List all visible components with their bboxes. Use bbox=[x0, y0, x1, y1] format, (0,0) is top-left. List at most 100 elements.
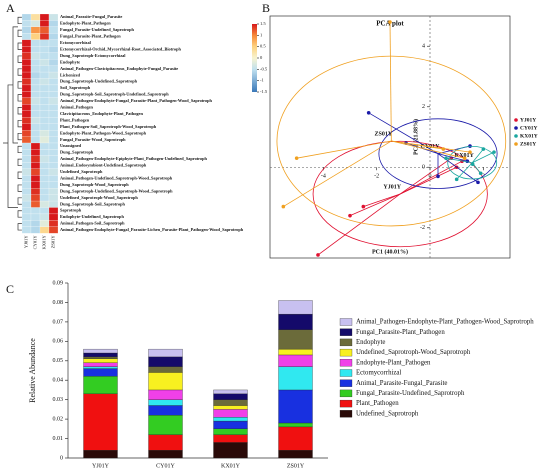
legend-swatch bbox=[339, 410, 353, 418]
heatmap-cell bbox=[21, 59, 32, 66]
heatmap-cell bbox=[21, 26, 32, 34]
heatmap-cell bbox=[39, 39, 50, 47]
y-tick-label: 0.06 bbox=[53, 339, 64, 345]
bar-segment bbox=[148, 405, 183, 416]
x-tick-label: CY01Y bbox=[156, 463, 175, 469]
dendrogram bbox=[17, 29, 22, 37]
heatmap-cell bbox=[39, 65, 50, 73]
heatmap-cell bbox=[21, 117, 32, 124]
bar-segment bbox=[83, 450, 118, 459]
heatmap-cell bbox=[21, 65, 32, 73]
spider-line bbox=[471, 148, 484, 163]
spider-line bbox=[437, 153, 468, 162]
row-label: Dung_Saprotroph-Undefined_Saprotroph bbox=[60, 79, 138, 84]
heatmap-cell bbox=[48, 71, 59, 79]
dendrogram bbox=[17, 42, 22, 50]
bar-segment bbox=[213, 399, 248, 406]
row-label: Animal_Pathogen bbox=[60, 105, 94, 110]
spider-line bbox=[400, 160, 463, 195]
point bbox=[476, 180, 480, 185]
y-tick-label: 0.01 bbox=[53, 436, 64, 442]
legend-swatch bbox=[339, 379, 353, 387]
heatmap-cell bbox=[39, 194, 50, 202]
heatmap-cell bbox=[30, 188, 41, 195]
point bbox=[361, 204, 366, 209]
bar-segment bbox=[213, 434, 248, 443]
row-label: Lichenized bbox=[60, 72, 81, 77]
spider-line bbox=[349, 193, 401, 217]
heatmap-cell bbox=[21, 155, 32, 163]
heatmap-cell bbox=[39, 200, 50, 208]
heatmap-cell bbox=[48, 123, 59, 131]
row-label: Endophyte-Plant_Pathogen-Wood_Saprotroph bbox=[60, 130, 147, 135]
heatmap-cell bbox=[48, 220, 59, 227]
row-label: Dung_Saprotroph-Soil_Saprotroph bbox=[60, 201, 125, 206]
dendrogram bbox=[17, 145, 22, 154]
dendrogram bbox=[17, 94, 22, 102]
confidence-ellipse bbox=[447, 146, 498, 180]
heatmap-cell bbox=[39, 207, 50, 215]
spider-line bbox=[296, 140, 392, 159]
dendrogram bbox=[17, 210, 22, 218]
legend-marker bbox=[514, 142, 518, 146]
heatmap-cell bbox=[48, 155, 59, 163]
heatmap-cell bbox=[30, 136, 41, 144]
confidence-ellipse bbox=[378, 118, 498, 189]
heatmap-cell bbox=[21, 194, 32, 202]
heatmap-cell bbox=[48, 26, 59, 34]
heatmap-cell bbox=[39, 123, 50, 131]
point bbox=[436, 174, 440, 179]
row-label: Fungal_Parasite-Plant_Pathogen bbox=[60, 34, 121, 39]
bar-segment bbox=[83, 352, 118, 358]
heatmap-cell bbox=[39, 104, 50, 111]
legend-label: Animal_Parasite-Fungal_Parasite bbox=[356, 380, 447, 387]
y-tick-label: 0 bbox=[422, 165, 425, 171]
y-tick-label: 0.07 bbox=[53, 319, 64, 325]
heatmap-cell bbox=[48, 110, 59, 118]
legend-label: Fungal_Parasite-Undefined_Saprotroph bbox=[356, 390, 465, 397]
heatmap-cell bbox=[30, 142, 41, 150]
y-axis-label: Relative Abundance bbox=[28, 338, 37, 403]
point bbox=[281, 204, 286, 209]
bar-segment bbox=[148, 389, 183, 400]
legend-label: Endophyte-Plant_Pathogen bbox=[356, 359, 431, 366]
column-label: CY01Y bbox=[33, 235, 38, 250]
dendrogram bbox=[17, 171, 22, 179]
heatmap-cell bbox=[30, 52, 41, 60]
heatmap-cell bbox=[48, 52, 59, 60]
row-label: Animal_Pathogen-Soil_Saprotroph bbox=[60, 221, 125, 226]
x-tick-label: 0 bbox=[429, 174, 432, 180]
heatmap-cell bbox=[48, 97, 59, 105]
bar-segment bbox=[213, 389, 248, 394]
row-label: Animal_Pathogen-Undefined_Saprotroph-Woo… bbox=[60, 175, 173, 180]
y-tick-label: 2 bbox=[422, 104, 425, 110]
heatmap-cell bbox=[39, 59, 50, 66]
dendrogram bbox=[17, 68, 22, 76]
heatmap-cell bbox=[21, 13, 32, 21]
column-label: YJ01Y bbox=[24, 235, 29, 249]
heatmap-cell bbox=[21, 84, 32, 92]
column-label: KX01Y bbox=[42, 235, 47, 250]
confidence-ellipse bbox=[312, 140, 488, 248]
point bbox=[441, 147, 446, 151]
bar-segment bbox=[148, 415, 183, 435]
heatmap-cell bbox=[48, 181, 59, 189]
row-label: Soil_Saprotroph bbox=[60, 85, 91, 90]
spider-line bbox=[400, 166, 457, 195]
heatmap-cell bbox=[21, 142, 32, 150]
heatmap-cell bbox=[48, 78, 59, 86]
heatmap-cell bbox=[30, 33, 41, 40]
spider-line bbox=[445, 157, 473, 164]
row-label: Dung_Saprotroph-Ectomycorrhizal bbox=[60, 53, 126, 58]
heatmap-cell bbox=[48, 226, 59, 234]
heatmap-cell bbox=[39, 97, 50, 105]
heatmap-cell bbox=[21, 97, 32, 105]
heatmap-cell bbox=[39, 13, 50, 21]
heatmap-cell bbox=[21, 207, 32, 215]
bar-segment bbox=[83, 356, 118, 359]
bar-segment bbox=[83, 393, 118, 451]
heatmap-cell bbox=[21, 200, 32, 208]
heatmap-cell bbox=[30, 13, 41, 21]
bar-segment bbox=[83, 376, 118, 394]
heatmap-cell bbox=[21, 162, 32, 169]
